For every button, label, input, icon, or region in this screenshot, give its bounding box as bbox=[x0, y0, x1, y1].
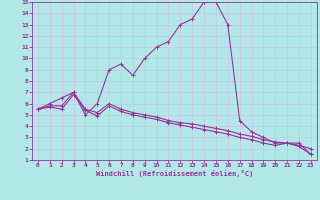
X-axis label: Windchill (Refroidissement éolien,°C): Windchill (Refroidissement éolien,°C) bbox=[96, 170, 253, 177]
